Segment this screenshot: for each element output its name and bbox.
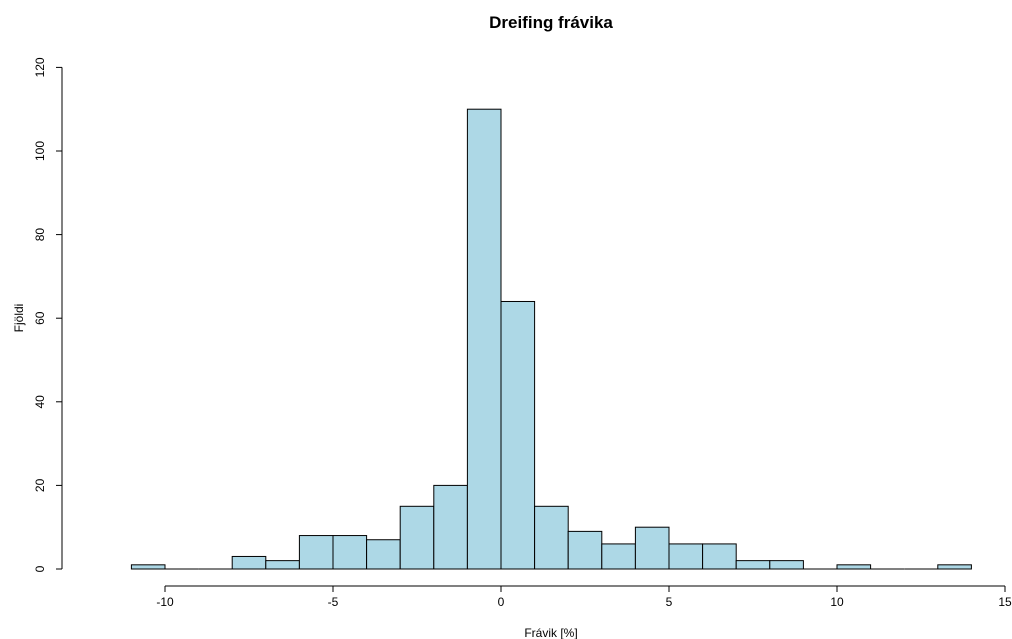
y-tick-label: 20 bbox=[33, 478, 47, 492]
y-tick-label: 120 bbox=[33, 57, 47, 77]
x-axis-label: Frávik [%] bbox=[524, 626, 577, 639]
histogram-bar bbox=[298, 535, 334, 570]
histogram-bar bbox=[231, 555, 267, 570]
x-tick-label: 15 bbox=[998, 595, 1012, 609]
histogram-bar bbox=[130, 564, 166, 570]
chart-title: Dreifing frávika bbox=[489, 13, 613, 32]
histogram-bar bbox=[937, 564, 972, 570]
y-tick-label: 40 bbox=[33, 395, 47, 409]
histogram-bar bbox=[634, 526, 670, 570]
histogram-bar bbox=[366, 539, 401, 570]
x-tick-label: 0 bbox=[498, 595, 505, 609]
y-tick-label: 80 bbox=[33, 228, 47, 242]
bars-group bbox=[130, 108, 972, 570]
y-tick-label: 60 bbox=[33, 311, 47, 325]
histogram-bar bbox=[399, 505, 435, 570]
x-tick-label: 5 bbox=[666, 595, 673, 609]
histogram-bar bbox=[466, 108, 502, 570]
y-tick-label: 0 bbox=[33, 565, 47, 572]
histogram-bar bbox=[769, 560, 804, 570]
histogram-bar bbox=[500, 300, 536, 570]
y-axis-label: Fjöldi bbox=[12, 304, 26, 333]
y-tick-label: 100 bbox=[33, 141, 47, 161]
x-tick-label: 10 bbox=[830, 595, 844, 609]
histogram-bar bbox=[735, 560, 771, 570]
histogram-bar bbox=[433, 484, 468, 570]
histogram-bar bbox=[836, 564, 872, 570]
histogram-bar bbox=[332, 535, 368, 570]
histogram-bar bbox=[567, 530, 603, 570]
x-tick-label: -5 bbox=[328, 595, 339, 609]
histogram-bar bbox=[534, 505, 569, 570]
histogram-bar bbox=[601, 543, 636, 570]
x-tick-label: -10 bbox=[156, 595, 174, 609]
x-axis: -10 -5 0 5 10 15 bbox=[156, 585, 1012, 609]
histogram-bar bbox=[265, 560, 300, 570]
y-axis: 0 20 40 60 80 100 120 bbox=[33, 57, 63, 572]
histogram-bar bbox=[702, 543, 737, 570]
histogram-bar bbox=[668, 543, 704, 570]
